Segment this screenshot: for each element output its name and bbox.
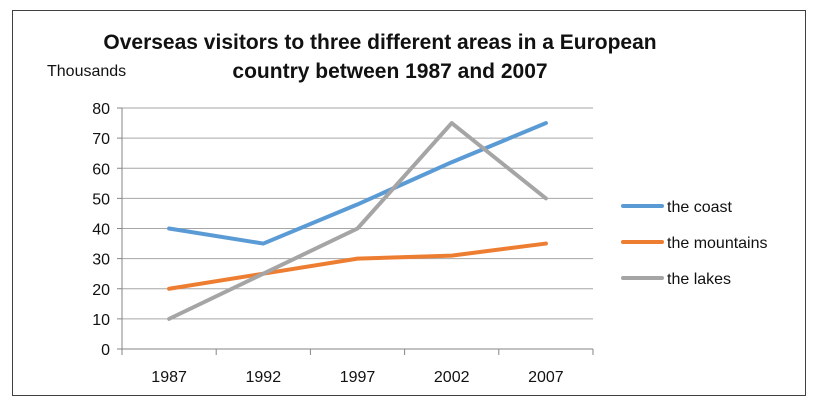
legend-label: the mountains [667,235,768,252]
legend-label: the lakes [667,271,731,288]
series-line-the-lakes [167,121,548,321]
y-tick-label: 70 [92,131,110,148]
chart-title-line-1: Overseas visitors to three different are… [103,31,656,54]
y-axis-label: Thousands [47,63,126,80]
chart-frame [12,10,806,396]
y-tick-label: 30 [92,252,110,269]
y-tick-label: 10 [92,312,110,329]
series-line-the-mountains [167,241,548,291]
y-tick-label: 0 [101,342,110,359]
y-tick-label: 40 [92,222,110,239]
x-tick-label: 2007 [528,369,564,386]
y-tick-label: 50 [92,191,110,208]
y-tick-label: 80 [92,101,110,118]
series-line-the-coast [167,121,548,246]
y-tick-label: 20 [92,282,110,299]
x-tick-label: 1987 [151,369,187,386]
y-tick-label: 60 [92,161,110,178]
legend-label: the coast [667,199,732,216]
chart-title-line-2: country between 1987 and 2007 [232,60,547,83]
x-tick-label: 1997 [340,369,376,386]
x-tick-label: 2002 [434,369,470,386]
x-tick-label: 1992 [246,369,282,386]
